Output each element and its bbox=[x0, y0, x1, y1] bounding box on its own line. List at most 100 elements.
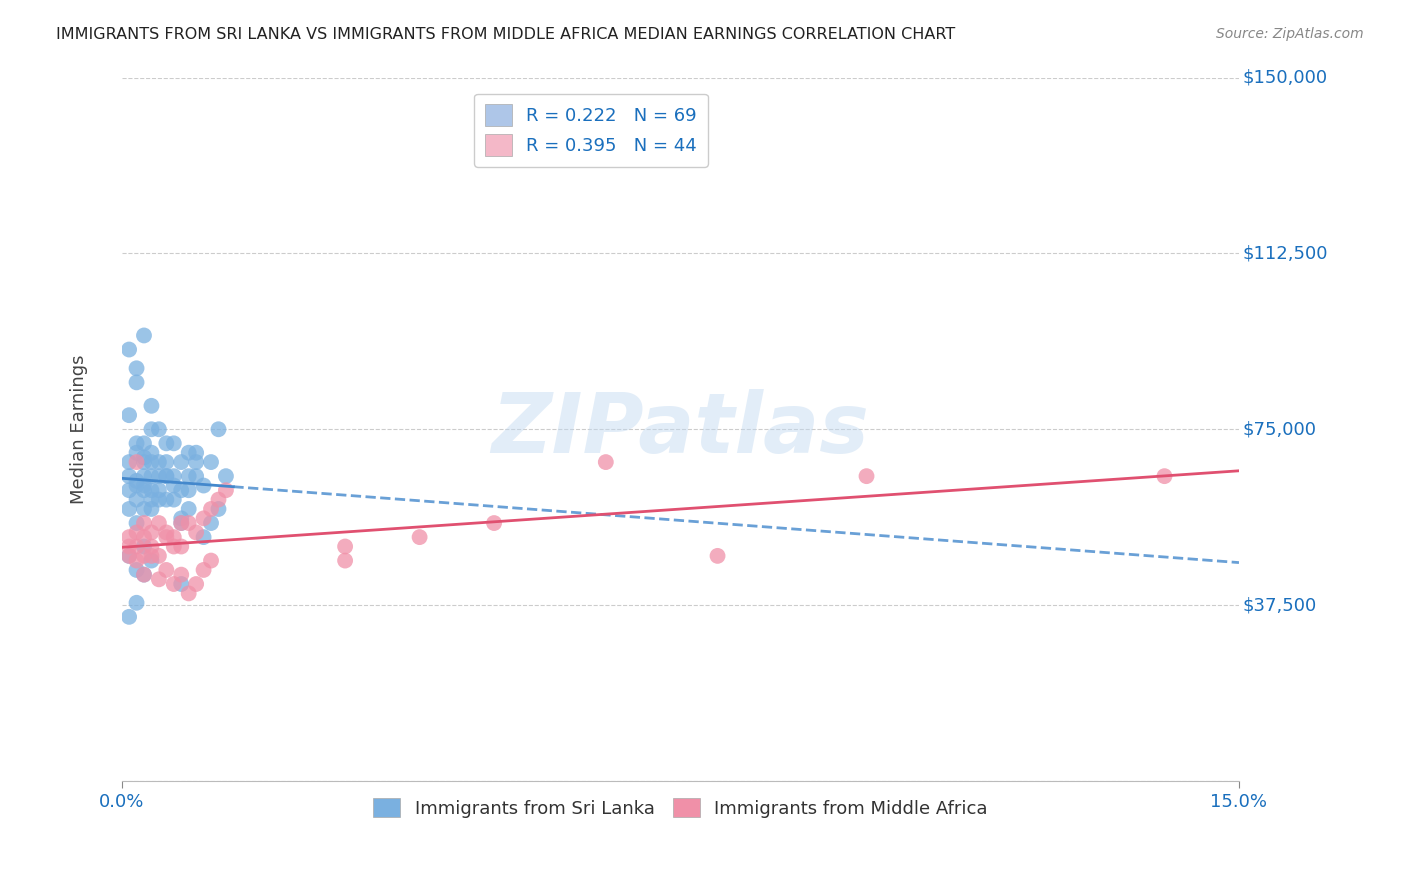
Point bbox=[118, 502, 141, 516]
Point bbox=[148, 455, 170, 469]
Text: $37,500: $37,500 bbox=[1243, 596, 1316, 614]
Point bbox=[118, 530, 141, 544]
Point bbox=[132, 450, 155, 465]
Point bbox=[141, 525, 163, 540]
Point bbox=[141, 446, 163, 460]
Point bbox=[333, 540, 356, 554]
Point bbox=[132, 436, 155, 450]
Point bbox=[170, 483, 193, 498]
Point bbox=[200, 516, 222, 530]
Legend: Immigrants from Sri Lanka, Immigrants from Middle Africa: Immigrants from Sri Lanka, Immigrants fr… bbox=[366, 791, 995, 825]
Point bbox=[148, 516, 170, 530]
Point bbox=[118, 343, 141, 357]
Point bbox=[706, 549, 728, 563]
Text: $75,000: $75,000 bbox=[1243, 420, 1316, 438]
Point bbox=[855, 469, 877, 483]
Point bbox=[482, 516, 505, 530]
Point bbox=[132, 540, 155, 554]
Point bbox=[155, 530, 177, 544]
Point bbox=[125, 361, 148, 376]
Point bbox=[118, 549, 141, 563]
Point bbox=[141, 422, 163, 436]
Point bbox=[155, 469, 177, 483]
Point bbox=[141, 483, 163, 498]
Point bbox=[184, 525, 207, 540]
Point bbox=[141, 492, 163, 507]
Point bbox=[125, 376, 148, 390]
Point bbox=[163, 469, 186, 483]
Point bbox=[184, 455, 207, 469]
Point bbox=[170, 516, 193, 530]
Point bbox=[125, 596, 148, 610]
Point bbox=[132, 328, 155, 343]
Point bbox=[207, 502, 229, 516]
Point bbox=[155, 492, 177, 507]
Point bbox=[595, 455, 617, 469]
Point bbox=[132, 483, 155, 498]
Point bbox=[177, 586, 200, 600]
Point bbox=[177, 446, 200, 460]
Point bbox=[141, 553, 163, 567]
Point bbox=[177, 502, 200, 516]
Point bbox=[200, 455, 222, 469]
Point bbox=[125, 436, 148, 450]
Point bbox=[132, 455, 155, 469]
Point bbox=[148, 572, 170, 586]
Point bbox=[1153, 469, 1175, 483]
Point bbox=[118, 469, 141, 483]
Point bbox=[193, 563, 215, 577]
Point bbox=[184, 446, 207, 460]
Point bbox=[125, 516, 148, 530]
Text: Source: ZipAtlas.com: Source: ZipAtlas.com bbox=[1216, 27, 1364, 41]
Point bbox=[155, 455, 177, 469]
Point bbox=[177, 516, 200, 530]
Point bbox=[163, 530, 186, 544]
Point bbox=[170, 577, 193, 591]
Point bbox=[148, 483, 170, 498]
Point bbox=[155, 469, 177, 483]
Point bbox=[125, 525, 148, 540]
Point bbox=[125, 563, 148, 577]
Point bbox=[125, 474, 148, 488]
Point bbox=[125, 540, 148, 554]
Point bbox=[163, 478, 186, 492]
Point bbox=[155, 563, 177, 577]
Point bbox=[132, 549, 155, 563]
Point bbox=[132, 469, 155, 483]
Point bbox=[132, 567, 155, 582]
Point bbox=[141, 469, 163, 483]
Text: $150,000: $150,000 bbox=[1243, 69, 1327, 87]
Point bbox=[193, 511, 215, 525]
Point bbox=[148, 549, 170, 563]
Point bbox=[125, 455, 148, 469]
Point bbox=[170, 516, 193, 530]
Point bbox=[170, 540, 193, 554]
Point bbox=[118, 455, 141, 469]
Point bbox=[163, 577, 186, 591]
Point bbox=[200, 553, 222, 567]
Text: ZIPatlas: ZIPatlas bbox=[491, 389, 869, 470]
Point bbox=[125, 553, 148, 567]
Point bbox=[118, 408, 141, 422]
Point bbox=[184, 577, 207, 591]
Point bbox=[132, 502, 155, 516]
Point bbox=[148, 422, 170, 436]
Point bbox=[177, 483, 200, 498]
Point bbox=[207, 492, 229, 507]
Text: Median Earnings: Median Earnings bbox=[70, 354, 89, 504]
Point bbox=[132, 567, 155, 582]
Point bbox=[141, 399, 163, 413]
Point bbox=[200, 502, 222, 516]
Point bbox=[193, 478, 215, 492]
Point bbox=[132, 530, 155, 544]
Point bbox=[177, 469, 200, 483]
Point bbox=[207, 422, 229, 436]
Point bbox=[141, 502, 163, 516]
Point bbox=[118, 610, 141, 624]
Point bbox=[170, 511, 193, 525]
Point bbox=[118, 483, 141, 498]
Point bbox=[170, 455, 193, 469]
Point bbox=[148, 492, 170, 507]
Point bbox=[132, 516, 155, 530]
Point bbox=[118, 540, 141, 554]
